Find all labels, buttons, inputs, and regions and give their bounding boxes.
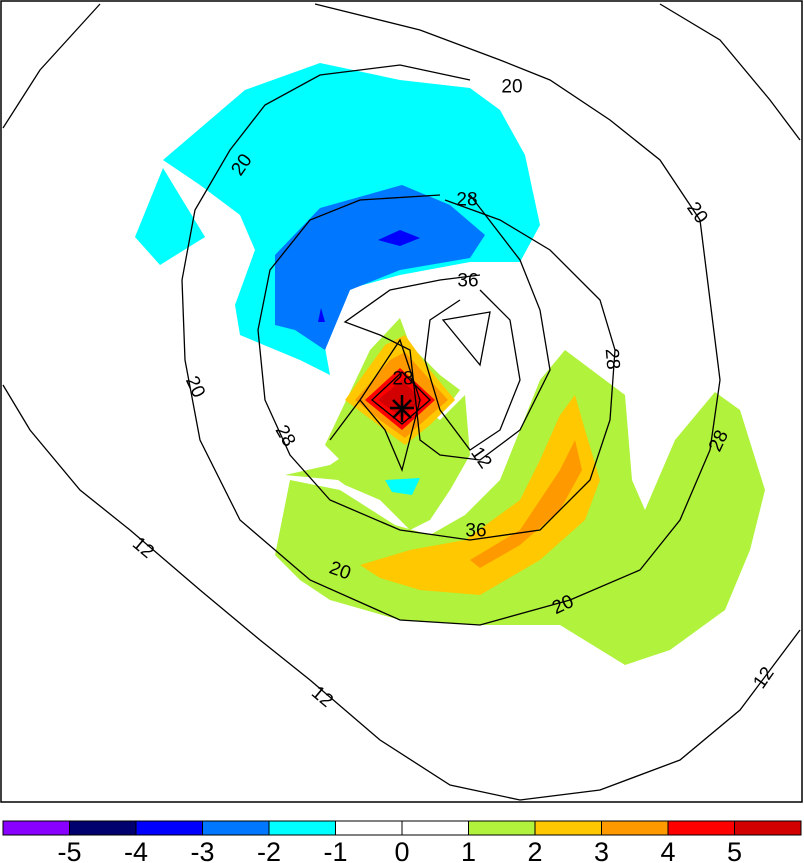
contour-36-ring [424,289,521,451]
contour-28-ring [257,194,616,541]
colorbar-swatch [135,820,203,836]
contour-label: 36 [465,521,486,542]
colorbar-tick-label: 0 [394,837,409,863]
contour-12-right [659,3,801,141]
contour-12-lower [2,384,801,801]
colorbar-swatch [401,820,469,836]
colorbar-tick-label: -5 [57,837,81,863]
upper-blue-band [275,185,485,350]
contour-center-diamond [371,371,431,425]
colorbar-swatch [69,820,137,836]
colorbar-swatch [468,820,536,836]
contour-label: 28 [392,369,413,390]
contour-label: 28 [601,348,624,371]
colorbar-swatch [534,820,602,836]
colorbar-tick-label: 4 [660,837,675,863]
contour-28-inner [343,194,551,461]
colorbar-tick-label: 1 [461,837,476,863]
colorbar-tick-label: -1 [323,837,347,863]
colorbar-swatch [2,820,70,836]
shaded-regions [135,63,765,665]
colorbar-swatch [335,820,403,836]
lower-cyan-spot [385,478,420,495]
lower-yellow-band [360,395,600,595]
contour-center-tri [329,338,421,473]
contour-20-outer [181,3,721,626]
colorbar-swatch [601,820,669,836]
colorbar-swatch [667,820,735,836]
contour-lines [2,3,801,801]
lower-orange-strip [470,440,582,568]
contour-label: 36 [457,271,478,292]
contour-12-outer [2,3,101,129]
colorbar-tick-label: -2 [257,837,281,863]
colorbar-tick-label: 3 [594,837,609,863]
center-marker [390,395,414,422]
contour-36-tri [441,311,491,367]
colorbar-swatch [202,820,270,836]
colorbar-swatch [268,820,336,836]
colorbar-tick-label: 2 [527,837,542,863]
colorbar: -5 -4 -3 -2 -1 0 1 2 3 4 5 [2,820,802,863]
upper-darkblue-dot [318,308,325,322]
upper-cyan-tail [135,168,205,265]
contour-label: 28 [456,190,477,211]
colorbar-tick-label: 5 [727,837,742,863]
colorbar-swatch [734,820,802,836]
colorbar-tick-label: -4 [124,837,148,863]
upper-darkblue-spot [378,230,420,246]
colorbar-tick-label: -3 [190,837,214,863]
contour-label: 20 [501,77,522,98]
